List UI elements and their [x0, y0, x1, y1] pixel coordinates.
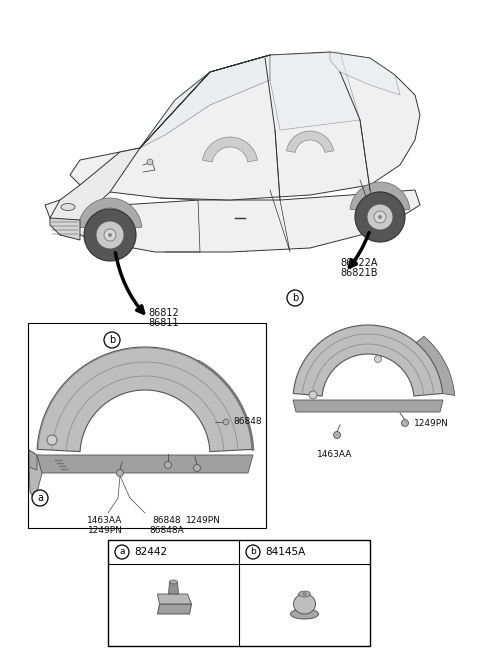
Polygon shape — [29, 450, 37, 470]
Circle shape — [165, 462, 171, 468]
Polygon shape — [416, 337, 455, 396]
Text: 84145A: 84145A — [265, 547, 305, 557]
Polygon shape — [270, 52, 360, 130]
Polygon shape — [37, 455, 253, 473]
Polygon shape — [287, 131, 334, 152]
Circle shape — [378, 215, 382, 219]
Bar — [108, 540, 370, 646]
Bar — [28, 323, 266, 528]
Circle shape — [374, 356, 382, 363]
Ellipse shape — [290, 609, 319, 619]
Text: 1463AA: 1463AA — [317, 450, 353, 459]
Text: 86822A: 86822A — [340, 258, 377, 268]
Polygon shape — [203, 137, 258, 162]
Text: 86848: 86848 — [153, 516, 181, 525]
Polygon shape — [29, 450, 42, 500]
Text: a: a — [37, 493, 43, 503]
Polygon shape — [50, 218, 80, 240]
Circle shape — [193, 464, 201, 472]
Circle shape — [104, 332, 120, 348]
Text: 1249PN: 1249PN — [87, 526, 122, 535]
Text: b: b — [250, 548, 256, 556]
Circle shape — [334, 432, 340, 438]
Circle shape — [108, 233, 112, 237]
Circle shape — [374, 211, 386, 223]
Circle shape — [287, 290, 303, 306]
Circle shape — [32, 490, 48, 506]
Polygon shape — [140, 55, 270, 148]
Circle shape — [302, 592, 307, 596]
Text: 86848A: 86848A — [150, 526, 184, 535]
Polygon shape — [330, 52, 400, 95]
Circle shape — [47, 435, 57, 445]
Polygon shape — [78, 198, 142, 228]
Polygon shape — [157, 594, 192, 604]
Polygon shape — [45, 190, 420, 252]
Ellipse shape — [293, 594, 315, 614]
Polygon shape — [293, 400, 443, 412]
Polygon shape — [350, 182, 410, 211]
Circle shape — [104, 229, 116, 241]
Circle shape — [96, 221, 124, 249]
Circle shape — [147, 159, 153, 165]
Circle shape — [115, 545, 129, 559]
Polygon shape — [50, 148, 140, 235]
Ellipse shape — [299, 591, 311, 597]
Text: 86812: 86812 — [148, 308, 179, 318]
Circle shape — [401, 419, 408, 426]
Text: 86821B: 86821B — [340, 268, 377, 278]
Polygon shape — [293, 325, 443, 396]
Text: 1249PN: 1249PN — [414, 419, 449, 428]
Circle shape — [84, 209, 136, 261]
Polygon shape — [70, 52, 420, 200]
Text: 86848: 86848 — [233, 417, 262, 426]
Text: 82442: 82442 — [134, 547, 167, 557]
Text: 1249PN: 1249PN — [186, 516, 220, 525]
Circle shape — [223, 419, 229, 425]
Circle shape — [367, 204, 393, 230]
Circle shape — [246, 545, 260, 559]
Polygon shape — [168, 582, 179, 594]
Text: 86811: 86811 — [148, 318, 179, 328]
Polygon shape — [157, 604, 192, 614]
Circle shape — [309, 391, 317, 399]
Ellipse shape — [61, 203, 75, 211]
Text: b: b — [109, 335, 115, 345]
Polygon shape — [37, 347, 253, 451]
Text: 1463AA: 1463AA — [87, 516, 123, 525]
Text: b: b — [292, 293, 298, 303]
Circle shape — [355, 192, 405, 242]
Text: a: a — [119, 548, 125, 556]
Ellipse shape — [169, 580, 178, 584]
Circle shape — [117, 470, 123, 476]
